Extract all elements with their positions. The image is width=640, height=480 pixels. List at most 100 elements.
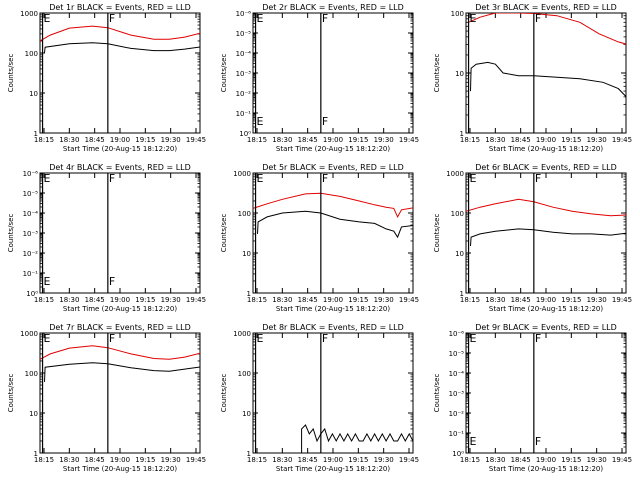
y-axis-label: Counts/sec (220, 374, 228, 413)
y-tick-label: 10⁻³ (236, 70, 252, 78)
y-tick-label: 10⁻² (449, 410, 465, 418)
y-tick-label: 1000 (446, 170, 464, 178)
y-axis-label: Counts/sec (433, 374, 441, 413)
x-axis-label: Start Time (20-Aug-15 18:12:20) (276, 305, 390, 313)
x-tick-label: 19:30 (587, 136, 607, 144)
events-series-line (301, 424, 413, 453)
x-tick-label: 19:00 (536, 136, 556, 144)
x-tick-label: 19:15 (135, 456, 155, 464)
y-tick-label: 1000 (20, 10, 38, 18)
lld-series-line (468, 13, 626, 45)
x-tick-label: 18:30 (59, 456, 79, 464)
y-tick-label: 10⁻³ (23, 230, 39, 238)
x-tick-label: 19:15 (135, 296, 155, 304)
marker-label-bottom: E (257, 115, 264, 128)
x-tick-label: 19:30 (374, 296, 394, 304)
y-tick-label: 10⁻¹ (23, 270, 39, 278)
marker-label-bottom: E (44, 275, 51, 288)
panel-det-6r: Det 6r BLACK = Events, RED = LLD Counts/s… (433, 163, 632, 313)
x-tick-label: 19:45 (612, 456, 632, 464)
y-tick-label: 10 (29, 410, 38, 418)
x-tick-label: 19:15 (135, 136, 155, 144)
panel-det-3r: Det 3r BLACK = Events, RED = LLD Counts/s… (433, 3, 632, 153)
y-axis-label: Counts/sec (220, 214, 228, 253)
y-axis-label: Counts/sec (433, 214, 441, 253)
y-tick-label: 1 (34, 450, 38, 458)
x-tick-label: 18:15 (34, 456, 54, 464)
x-tick-label: 19:15 (561, 296, 581, 304)
x-tick-label: 19:45 (186, 296, 206, 304)
x-tick-label: 19:00 (323, 456, 343, 464)
x-tick-label: 19:00 (323, 136, 343, 144)
x-tick-label: 19:15 (348, 456, 368, 464)
chart-title: Det 8r BLACK = Events, RED = LLD (262, 323, 404, 332)
marker-label: F (322, 172, 328, 185)
x-tick-label: 19:30 (374, 456, 394, 464)
y-tick-label: 10⁻³ (449, 390, 465, 398)
events-series-line (470, 228, 626, 247)
events-series-line (257, 210, 413, 239)
marker-label: F (322, 332, 328, 345)
x-tick-label: 19:30 (587, 296, 607, 304)
x-axis-label: Start Time (20-Aug-15 18:12:20) (489, 145, 603, 153)
chart-title: Det 4r BLACK = Events, RED = LLD (49, 163, 191, 172)
x-tick-label: 19:00 (110, 136, 130, 144)
x-tick-label: 19:15 (561, 136, 581, 144)
y-axis-label: Counts/sec (220, 54, 228, 93)
y-tick-label: 1 (460, 290, 464, 298)
marker-label-bottom: F (322, 115, 328, 128)
x-tick-label: 18:30 (59, 296, 79, 304)
x-tick-label: 19:00 (536, 456, 556, 464)
x-tick-label: 19:45 (399, 456, 419, 464)
plot-frame (465, 12, 627, 134)
x-tick-label: 18:45 (298, 296, 318, 304)
x-tick-label: 19:00 (323, 296, 343, 304)
x-tick-label: 18:15 (34, 296, 54, 304)
x-axis-label: Start Time (20-Aug-15 18:12:20) (276, 145, 390, 153)
chart-title: Det 7r BLACK = Events, RED = LLD (49, 323, 191, 332)
y-tick-label: 10⁻⁵ (23, 190, 39, 198)
x-tick-label: 18:30 (485, 296, 505, 304)
x-tick-label: 18:15 (460, 296, 480, 304)
plot-frame (252, 12, 414, 134)
x-tick-label: 19:30 (374, 136, 394, 144)
y-tick-label: 10⁻⁴ (236, 50, 252, 58)
x-tick-label: 18:45 (85, 296, 105, 304)
marker-label: E (470, 12, 477, 25)
panel-det-4r: Det 4r BLACK = Events, RED = LLD Counts/s… (7, 163, 206, 313)
marker-label: E (44, 12, 51, 25)
x-tick-label: 18:45 (298, 456, 318, 464)
y-tick-label: 10⁻⁴ (449, 370, 465, 378)
plot-frame (39, 12, 201, 134)
x-tick-label: 19:45 (612, 296, 632, 304)
x-tick-label: 19:45 (186, 456, 206, 464)
lld-series-line (40, 345, 200, 360)
y-tick-label: 10⁻⁶ (23, 170, 39, 178)
lld-series-line (466, 198, 626, 217)
panel-det-8r: Det 8r BLACK = Events, RED = LLD Counts/s… (220, 323, 419, 473)
x-tick-label: 19:15 (561, 456, 581, 464)
y-tick-label: 1 (460, 130, 464, 138)
marker-label: E (470, 172, 477, 185)
y-tick-label: 1000 (233, 170, 251, 178)
x-tick-label: 18:45 (298, 136, 318, 144)
x-tick-label: 19:00 (110, 296, 130, 304)
y-tick-label: 10⁰ (239, 130, 251, 138)
y-tick-label: 100 (451, 10, 464, 18)
y-tick-label: 10⁰ (452, 450, 464, 458)
marker-label-bottom: E (470, 435, 477, 448)
panel-det-2r: Det 2r BLACK = Events, RED = LLD Counts/s… (220, 3, 419, 153)
x-tick-label: 18:30 (272, 136, 292, 144)
y-tick-label: 10⁻⁶ (449, 330, 465, 338)
x-tick-label: 19:15 (348, 296, 368, 304)
y-tick-label: 10⁻² (23, 250, 39, 258)
y-tick-label: 10⁻¹ (449, 430, 465, 438)
marker-label: F (535, 332, 541, 345)
x-tick-label: 18:45 (511, 296, 531, 304)
panel-det-5r: Det 5r BLACK = Events, RED = LLD Counts/s… (220, 163, 419, 313)
marker-label: E (44, 332, 51, 345)
chart-title: Det 2r BLACK = Events, RED = LLD (262, 3, 404, 12)
y-tick-label: 10⁻⁵ (236, 30, 252, 38)
y-tick-label: 100 (25, 370, 38, 378)
chart-title: Det 9r BLACK = Events, RED = LLD (475, 323, 617, 332)
